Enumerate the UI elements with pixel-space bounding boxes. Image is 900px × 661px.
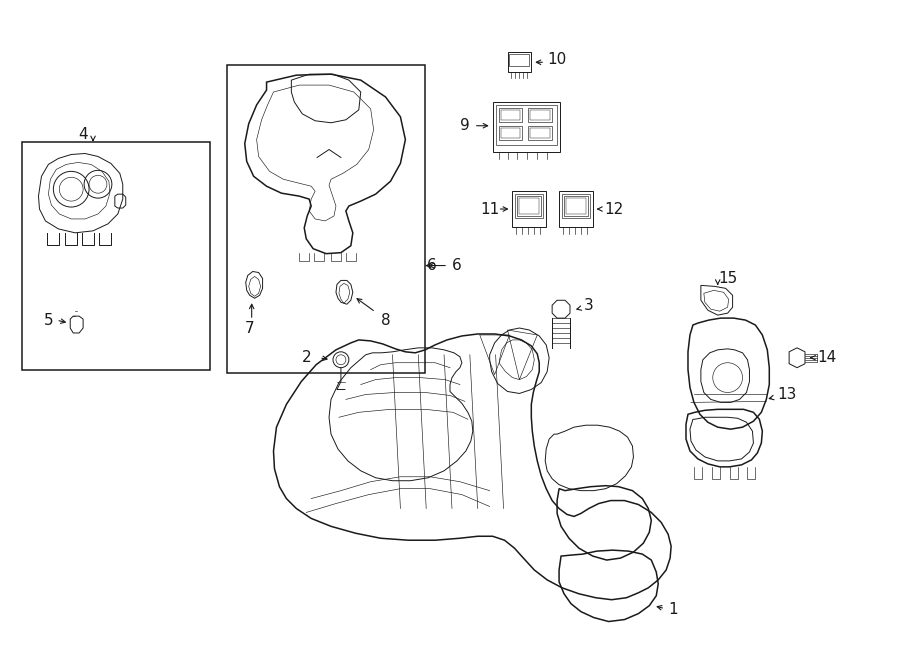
Bar bbox=[512, 191, 546, 227]
Text: 13: 13 bbox=[778, 387, 796, 402]
Bar bbox=[500, 128, 520, 137]
Bar bbox=[516, 194, 544, 218]
Text: 12: 12 bbox=[605, 202, 624, 217]
Text: 10: 10 bbox=[547, 52, 566, 67]
Text: 5: 5 bbox=[43, 313, 53, 328]
Bar bbox=[22, 141, 210, 369]
Text: 4: 4 bbox=[78, 127, 88, 142]
Bar bbox=[496, 105, 557, 145]
Text: 7: 7 bbox=[245, 321, 255, 336]
Bar bbox=[530, 128, 550, 137]
Bar bbox=[492, 102, 560, 151]
Bar bbox=[500, 110, 520, 120]
Text: 3: 3 bbox=[584, 297, 594, 313]
Bar bbox=[566, 198, 586, 214]
Text: 1: 1 bbox=[668, 602, 678, 617]
Text: 6: 6 bbox=[428, 258, 436, 273]
Text: 9: 9 bbox=[460, 118, 470, 134]
Bar bbox=[528, 126, 552, 139]
Text: 8: 8 bbox=[381, 313, 391, 328]
Bar bbox=[559, 191, 593, 227]
Bar bbox=[227, 65, 425, 373]
Bar bbox=[518, 196, 541, 216]
Bar bbox=[519, 198, 539, 214]
Bar bbox=[499, 126, 522, 139]
Bar bbox=[509, 54, 529, 66]
Bar bbox=[562, 194, 590, 218]
Bar bbox=[508, 52, 531, 72]
Bar bbox=[499, 108, 522, 122]
Bar bbox=[564, 196, 588, 216]
Text: 11: 11 bbox=[481, 202, 500, 217]
Bar bbox=[530, 110, 550, 120]
Text: 2: 2 bbox=[302, 350, 311, 366]
Text: 6: 6 bbox=[452, 258, 462, 273]
Bar bbox=[528, 108, 552, 122]
Text: 14: 14 bbox=[817, 350, 836, 366]
Text: 15: 15 bbox=[718, 271, 737, 286]
